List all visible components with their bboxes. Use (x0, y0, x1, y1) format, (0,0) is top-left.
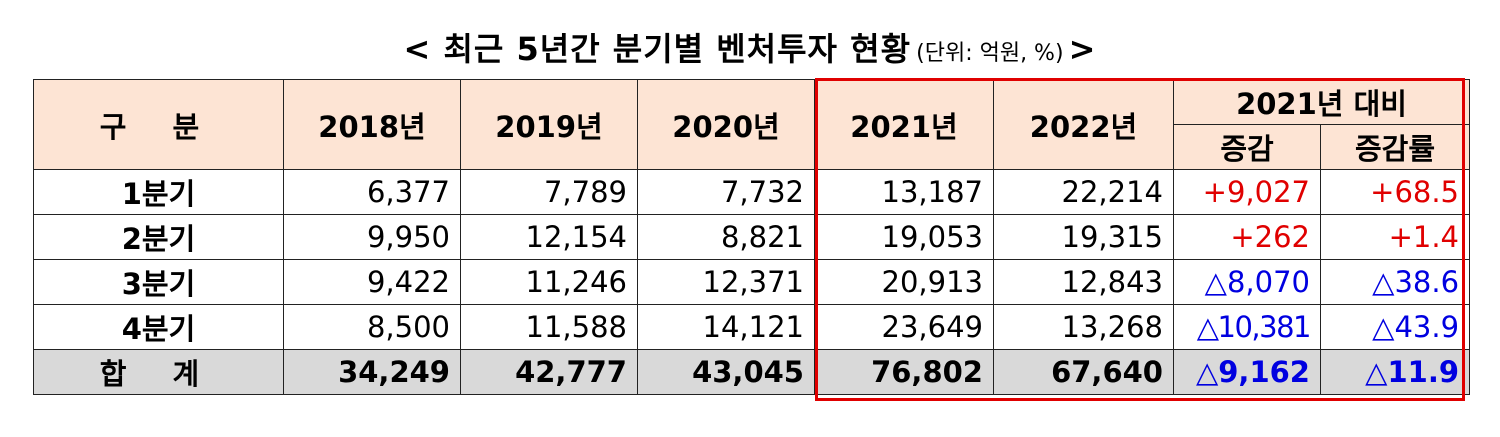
cell-value: 8,821 (637, 214, 815, 260)
cell-value: 11,588 (460, 304, 638, 350)
cell-value: 23,649 (814, 304, 994, 350)
header-change-rate: 증감률 (1319, 124, 1471, 170)
cell-value: 13,268 (993, 304, 1174, 350)
total-value: 34,249 (283, 349, 461, 395)
row-label: 1분기 (33, 169, 284, 215)
header-year-2018: 2018년 (283, 79, 461, 170)
total-value: 76,802 (814, 349, 994, 395)
total-value: 43,045 (637, 349, 815, 395)
cell-value: 7,732 (637, 169, 815, 215)
title-main: < 최근 5년간 분기별 벤처투자 현황 (403, 30, 912, 68)
total-value: 42,777 (460, 349, 638, 395)
header-category: 구 분 (33, 79, 284, 170)
cell-value: 9,422 (283, 259, 461, 305)
table-row: 3분기 9,422 11,246 12,371 20,913 12,843 △8… (33, 259, 1471, 305)
cell-rate: +1.4 (1319, 214, 1471, 260)
title-unit: (단위: 억원, %) (916, 41, 1064, 66)
row-label: 4분기 (33, 304, 284, 350)
header-row: 구 분 2018년 2019년 2020년 2021년 2022년 2021년 … (33, 79, 1471, 170)
header-year-2022: 2022년 (993, 79, 1174, 170)
cell-value: 8,500 (283, 304, 461, 350)
table-row: 2분기 9,950 12,154 8,821 19,053 19,315 +26… (33, 214, 1471, 260)
cell-value: 11,246 (460, 259, 638, 305)
header-compare: 2021년 대비 (1172, 79, 1471, 125)
header-change: 증감 (1173, 124, 1321, 170)
table-title: < 최근 5년간 분기별 벤처투자 현황 (단위: 억원, %) > (0, 24, 1500, 70)
table-row: 1분기 6,377 7,789 7,732 13,187 22,214 +9,0… (33, 169, 1471, 215)
cell-change: +9,027 (1173, 169, 1321, 215)
cell-value: 7,789 (460, 169, 638, 215)
cell-value: 20,913 (814, 259, 994, 305)
cell-change: △10,381 (1173, 304, 1321, 350)
cell-value: 19,315 (993, 214, 1174, 260)
row-label: 3분기 (33, 259, 284, 305)
title-close: > (1068, 30, 1097, 68)
total-value: 67,640 (993, 349, 1174, 395)
row-label: 2분기 (33, 214, 284, 260)
cell-change: +262 (1173, 214, 1321, 260)
venture-investment-table: 구 분 2018년 2019년 2020년 2021년 2022년 2021년 … (33, 79, 1471, 395)
cell-value: 13,187 (814, 169, 994, 215)
cell-rate: △38.6 (1319, 259, 1471, 305)
total-change: △9,162 (1173, 349, 1321, 395)
table-row: 4분기 8,500 11,588 14,121 23,649 13,268 △1… (33, 304, 1471, 350)
cell-rate: △43.9 (1319, 304, 1471, 350)
total-rate: △11.9 (1319, 349, 1471, 395)
cell-value: 12,154 (460, 214, 638, 260)
cell-value: 6,377 (283, 169, 461, 215)
header-subrow: 증감 증감률 (34, 124, 1471, 170)
cell-value: 12,371 (637, 259, 815, 305)
cell-rate: +68.5 (1319, 169, 1471, 215)
cell-value: 12,843 (993, 259, 1174, 305)
cell-value: 22,214 (993, 169, 1174, 215)
total-row: 합 계 34,249 42,777 43,045 76,802 67,640 △… (33, 349, 1471, 395)
header-year-2020: 2020년 (637, 79, 815, 170)
cell-value: 14,121 (637, 304, 815, 350)
cell-value: 19,053 (814, 214, 994, 260)
total-label: 합 계 (33, 349, 284, 395)
cell-change: △8,070 (1173, 259, 1321, 305)
header-year-2019: 2019년 (460, 79, 638, 170)
header-year-2021: 2021년 (814, 79, 994, 170)
cell-value: 9,950 (283, 214, 461, 260)
